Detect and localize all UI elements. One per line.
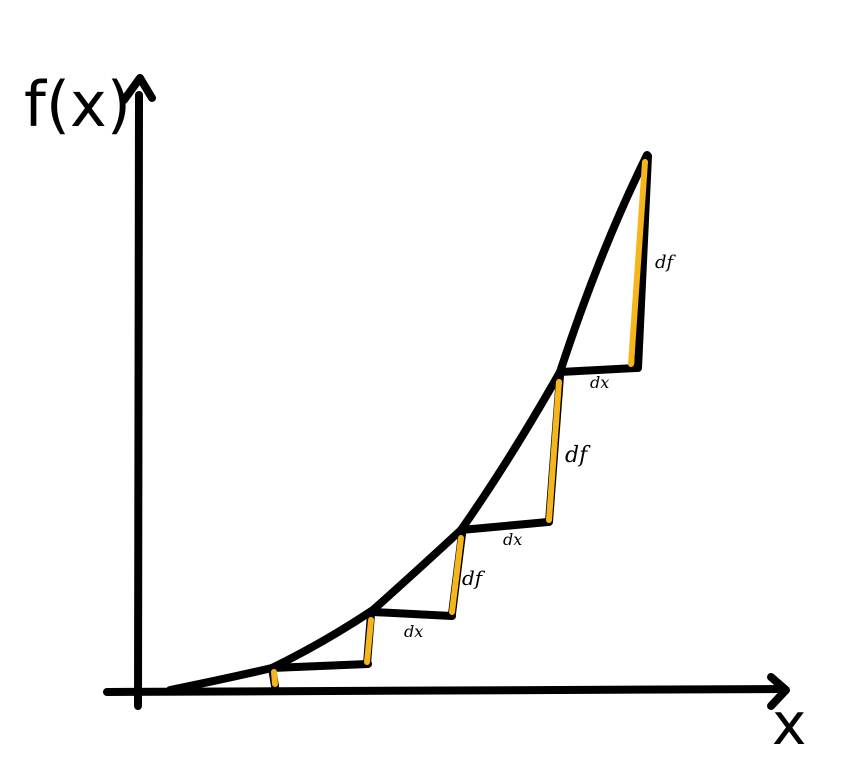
step-2 [363, 608, 456, 668]
y-axis-line [134, 91, 143, 710]
x-axis-label: x [772, 690, 806, 758]
step-1-dx-segment [268, 660, 372, 672]
step-5-df-segment [634, 152, 652, 372]
y-axis-arrowhead [120, 74, 156, 104]
x-axis-line [103, 685, 786, 696]
step-5-df-highlight [628, 159, 648, 367]
dx-label-2: dx [503, 530, 522, 549]
step-3 [448, 518, 552, 618]
function-curve [166, 151, 651, 694]
step-3-df-highlight [449, 535, 464, 615]
df-label-2: df [565, 443, 591, 468]
step-4-df-highlight [546, 379, 562, 523]
y-axis-label: f(x) [24, 68, 131, 141]
step-3-dx-segment [457, 518, 552, 534]
step-4-dx-segment [556, 364, 641, 376]
x-axis-arrowhead [767, 673, 790, 710]
dx-label-3: dx [590, 373, 609, 392]
step-1 [268, 660, 372, 690]
step-1-df-highlight [271, 669, 278, 687]
step-5 [628, 152, 652, 372]
axes [103, 74, 790, 710]
step-2-df-highlight [364, 617, 374, 665]
df-label-1: df [462, 566, 486, 590]
step-2-dx-segment [369, 608, 456, 620]
dx-label-1: dx [404, 622, 423, 641]
step-4 [545, 364, 641, 526]
df-label-3: df [655, 252, 677, 273]
